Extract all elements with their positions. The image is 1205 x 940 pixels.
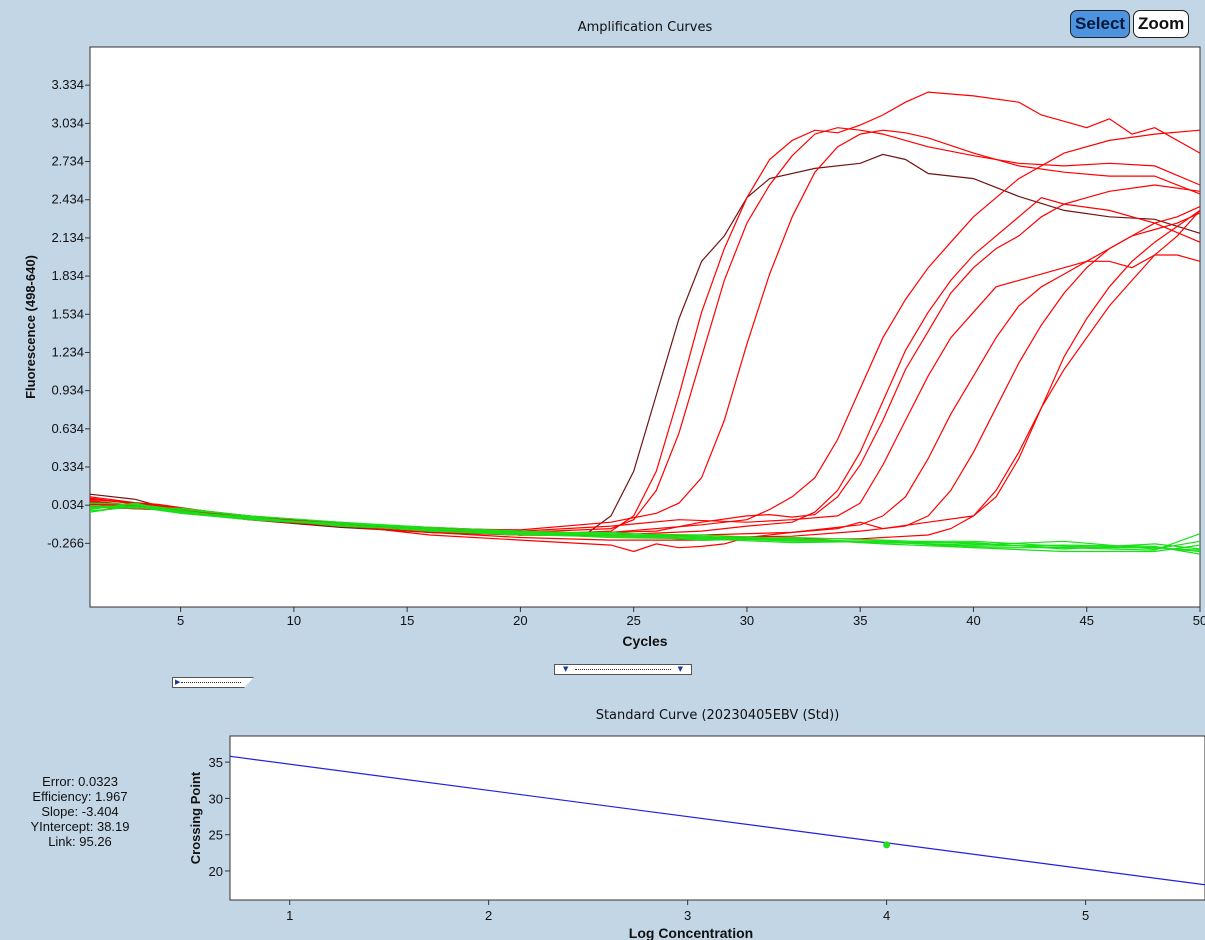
amplification-y-tick-label: 0.334 [51, 459, 84, 474]
standard-x-tick-label: 3 [684, 908, 691, 923]
amplification-curve-neg [89, 506, 1201, 555]
amplification-y-tick-label: 0.934 [51, 383, 84, 398]
amplification-chart-title: Amplification Curves [577, 20, 713, 35]
amplification-x-tick-label: 35 [853, 613, 867, 628]
amplification-x-label: Cycles [622, 633, 667, 649]
stat-efficiency: Efficiency: 1.967 [32, 789, 128, 804]
standard-curve-stats: Error: 0.0323 Efficiency: 1.967 Slope: -… [0, 774, 160, 849]
standard-x-tick-label: 5 [1082, 908, 1089, 923]
amplification-curve-neg [89, 503, 1201, 550]
amplification-y-tick-label: 1.834 [51, 268, 84, 283]
amplification-y-tick-label: 1.534 [51, 306, 84, 321]
amplification-x-tick-label: 30 [740, 613, 754, 628]
stat-slope: Slope: -3.404 [41, 804, 119, 819]
standard-curve-title: Standard Curve (20230405EBV (Std)) [595, 708, 840, 723]
amplification-chart[interactable]: 5 10 15 20 25 30 35 40 45 50 -0.266 0.034 0.334 0.634… [0, 0, 1205, 700]
standard-y-tick-label: 35 [209, 755, 223, 770]
amplification-x-tick-label: 40 [966, 613, 980, 628]
slider-right-arrow-icon: ▶ [175, 678, 181, 686]
standard-point [883, 841, 891, 849]
y-scale-slider[interactable]: ▶ [172, 677, 254, 688]
standard-curve-line [229, 755, 1205, 886]
amplification-y-tick-label: -0.266 [47, 535, 84, 550]
amplification-curve-strong [89, 153, 1201, 536]
amplification-y-tick-label: 2.434 [51, 192, 84, 207]
amplification-y-tick-label: 2.734 [51, 154, 84, 169]
amplification-curve-pos [89, 203, 1201, 536]
stat-link: Link: 95.26 [48, 834, 112, 849]
amplification-curve-neg [89, 502, 1201, 553]
amplification-curve-pos [89, 209, 1201, 553]
amplification-x-tick-label: 25 [626, 613, 640, 628]
amplification-curve-pos [89, 210, 1201, 541]
amplification-x-tick-label: 20 [513, 613, 527, 628]
amplification-plot-area [89, 46, 1201, 608]
select-button[interactable]: Select [1070, 10, 1131, 38]
amplification-x-tick-label: 5 [177, 613, 184, 628]
slider-down-arrow-icon: ▼ [677, 665, 683, 673]
standard-curve-x-label: Log Concentration [629, 925, 753, 940]
amplification-y-tick-label: 1.234 [51, 344, 84, 359]
standard-x-tick-label: 2 [485, 908, 492, 923]
amplification-x-tick-label: 45 [1080, 613, 1094, 628]
amplification-y-tick-label: 3.334 [51, 77, 84, 92]
amplification-y-tick-label: 3.034 [51, 115, 84, 130]
standard-curve-y-label: Crossing Point [188, 771, 203, 864]
standard-y-tick-label: 25 [209, 828, 223, 843]
slider-track [575, 669, 671, 670]
stat-error: Error: 0.0323 [42, 774, 118, 789]
amplification-curve-neg [89, 506, 1201, 551]
standard-curve-plot-area [229, 735, 1205, 901]
stat-yintercept: YIntercept: 38.19 [30, 819, 130, 834]
standard-y-tick-label: 30 [209, 791, 223, 806]
standard-x-tick-label: 4 [883, 908, 890, 923]
amplification-y-tick-label: 0.034 [51, 497, 84, 512]
standard-y-tick-label: 20 [209, 864, 223, 879]
slider-track [181, 682, 241, 683]
amplification-x-tick-label: 10 [287, 613, 301, 628]
zoom-button[interactable]: Zoom [1133, 10, 1190, 38]
amplification-x-tick-label: 50 [1193, 613, 1205, 628]
standard-x-tick-label: 1 [286, 908, 293, 923]
slider-down-arrow-icon: ▼ [563, 665, 569, 673]
amplification-y-tick-label: 0.634 [51, 421, 84, 436]
amplification-x-tick-label: 15 [400, 613, 414, 628]
amplification-y-tick-label: 2.134 [51, 230, 84, 245]
x-range-slider[interactable]: ▼ ▼ [554, 664, 692, 675]
amplification-y-label: Fluorescence (498-640) [23, 255, 38, 399]
